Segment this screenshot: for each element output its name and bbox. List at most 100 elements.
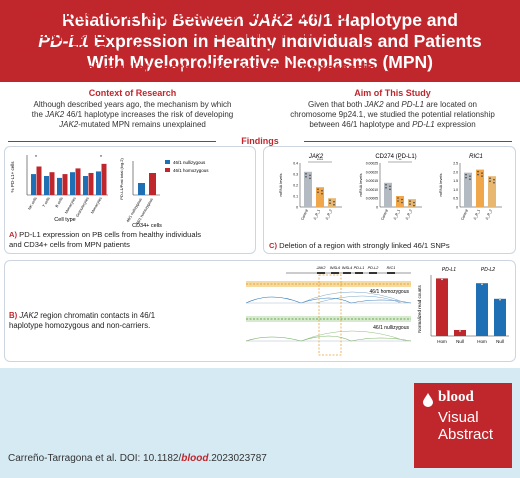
pb-xtick: Null xyxy=(456,339,464,344)
cd34-bar-null xyxy=(138,183,145,195)
pc-xtick: Δ_R_2 xyxy=(325,209,333,221)
track1-label: 46/1 homozygous xyxy=(370,289,410,295)
blood-visual-abstract-logo: blood Visual Abstract xyxy=(414,383,512,468)
pb-gene-label: JAK2 xyxy=(315,266,326,270)
pc-ytick: 0 xyxy=(456,206,458,210)
pa-xtick: Granulocytes xyxy=(75,196,90,217)
citation: Carreño-Tarragona et al. DOI: 10.1182/bl… xyxy=(8,453,267,464)
pc-bar xyxy=(464,172,472,207)
pa-bar-null xyxy=(44,176,49,195)
pc-sig: ** xyxy=(398,157,402,162)
pb-gene-label: INSL4 xyxy=(342,266,353,270)
panel-c-caption: C) Deletion of a region with strongly li… xyxy=(269,241,450,250)
pc-ylabel: mRNA levels xyxy=(278,174,283,197)
findings-title: Findings xyxy=(241,136,279,146)
panel-a-ylabel2: PD-L1/Post total (log.2) xyxy=(119,158,124,200)
title-line-1: Relationship Between JAK2 46/1 Haplotype… xyxy=(62,10,458,30)
panel-b-caption: B) JAK2 region chromatin contacts in 46/… xyxy=(9,311,156,330)
panel-b: B) JAK2 region chromatin contacts in 46/… xyxy=(4,260,516,362)
pb-bar xyxy=(436,278,448,336)
pa-bar-hom xyxy=(101,163,107,195)
pc-gene-title: RIC1 xyxy=(469,154,483,160)
header-banner: Relationship Between JAK2 46/1 Haplotype… xyxy=(0,0,520,82)
region-box xyxy=(318,274,342,356)
pb-gene-block xyxy=(387,272,395,274)
pc-xtick: Δ_R_2 xyxy=(405,209,413,221)
pb-xtick: Hom xyxy=(437,339,447,344)
track2-label: 46/1 nullizygous xyxy=(373,325,409,331)
bar-ylabel: Normalized read counts xyxy=(417,284,422,332)
panel-a-figure: % PD-L1+ cells * * NK cells T cells B cells… xyxy=(10,155,209,229)
pc-xtick: Δ_R_2 xyxy=(485,209,493,221)
pa-bar-null xyxy=(83,176,88,195)
pb-gene-block xyxy=(355,272,363,274)
aim-text: Given that both JAK2 and PD-L1 are locat… xyxy=(290,100,495,129)
pb-gene-label: RIC1 xyxy=(387,266,396,270)
pb-gene-label: PD-L1 xyxy=(354,266,365,270)
bar-title-pdl2: PD-L2 xyxy=(481,267,495,273)
pa-sig: * xyxy=(100,155,102,161)
pc-bar xyxy=(488,176,496,207)
pb-gene-label: INSL6 xyxy=(330,266,341,270)
legend-swatch-hom xyxy=(165,168,170,172)
aim-title: Aim of This Study xyxy=(354,88,431,98)
legend-hom: 46/1 homozygous xyxy=(173,168,209,173)
pc-ytick: 0.00020 xyxy=(366,170,378,174)
logo-word: blood xyxy=(438,389,474,405)
panel-a-caption: A) PD-L1 expression on PB cells from hea… xyxy=(9,230,202,249)
pc-sig: **** xyxy=(317,157,324,162)
pa-bar-null xyxy=(31,174,36,195)
track1-highlight xyxy=(246,281,411,287)
pc-bar xyxy=(476,169,484,207)
panel-a-ylabel: % PD-L1+ cells xyxy=(10,161,15,193)
logo-visual-abstract: Visual Abstract xyxy=(438,409,494,443)
pa-bar-hom xyxy=(88,172,94,195)
pc-ytick: 0.3 xyxy=(293,173,298,177)
legend-swatch-null xyxy=(165,160,170,164)
pb-gene-block xyxy=(331,272,339,274)
title-line-3: With Myeloproliferative Neoplasms (MPN) xyxy=(86,52,433,72)
pc-xtick: Control xyxy=(380,209,389,221)
pa-bar-hom xyxy=(36,166,42,195)
pc-xtick: Δ_R_1 xyxy=(473,209,481,221)
cd34-bar-hom xyxy=(149,173,156,195)
conclusions-text: Conclusions: PD-L1 expression is increas… xyxy=(8,8,389,77)
track2-highlight xyxy=(246,316,411,322)
pb-gene-block xyxy=(317,272,325,274)
pc-bar xyxy=(304,171,312,207)
pc-ytick: 0.5 xyxy=(453,197,458,201)
panel-a: % PD-L1+ cells * * NK cells T cells B cells… xyxy=(4,146,256,254)
pc-ytick: 0.4 xyxy=(293,162,298,166)
pa-sig: * xyxy=(35,155,37,161)
findings-rule-left xyxy=(8,141,216,142)
pb-gene-block xyxy=(369,272,377,274)
pb-gene-block xyxy=(343,272,351,274)
panel-a-xlabel: Cell type xyxy=(54,217,75,223)
pa-xtick: T cells xyxy=(42,196,51,208)
pc-ylabel: mRNA levels xyxy=(358,174,363,197)
pb-bar xyxy=(454,330,466,336)
pc-ytick: 0 xyxy=(376,206,378,210)
pc-ytick: 1.0 xyxy=(453,188,458,192)
pc-xtick: Control xyxy=(460,209,469,221)
legend-null: 46/1 nullizygous xyxy=(173,160,206,165)
pb-bar xyxy=(476,283,488,336)
pc-bar xyxy=(384,182,392,207)
pa-bar-null xyxy=(70,172,75,195)
pc-ytick: 2.5 xyxy=(453,162,458,166)
blood-drop-icon xyxy=(423,393,433,407)
pc-bar xyxy=(408,199,416,207)
panel-c: JAK2 mRNA levels 0.4 0.3 0.2 0.1 0 Control Δ_R_1… xyxy=(263,146,516,254)
pc-gene-title: JAK2 xyxy=(308,154,324,160)
pc-ytick: 0.2 xyxy=(293,184,298,188)
pc-bar xyxy=(328,198,336,207)
pa-bar-null xyxy=(57,177,62,195)
pc-ytick: 0 xyxy=(296,206,298,210)
pc-ytick: 0.00010 xyxy=(366,188,378,192)
pb-xtick: Hom xyxy=(477,339,487,344)
panel-a-xlabel2: CD34+ cells xyxy=(132,223,162,229)
pc-ytick: 0.00005 xyxy=(366,197,378,201)
pa-xtick: Monocytes xyxy=(90,196,103,214)
pb-xtick: Null xyxy=(496,339,504,344)
